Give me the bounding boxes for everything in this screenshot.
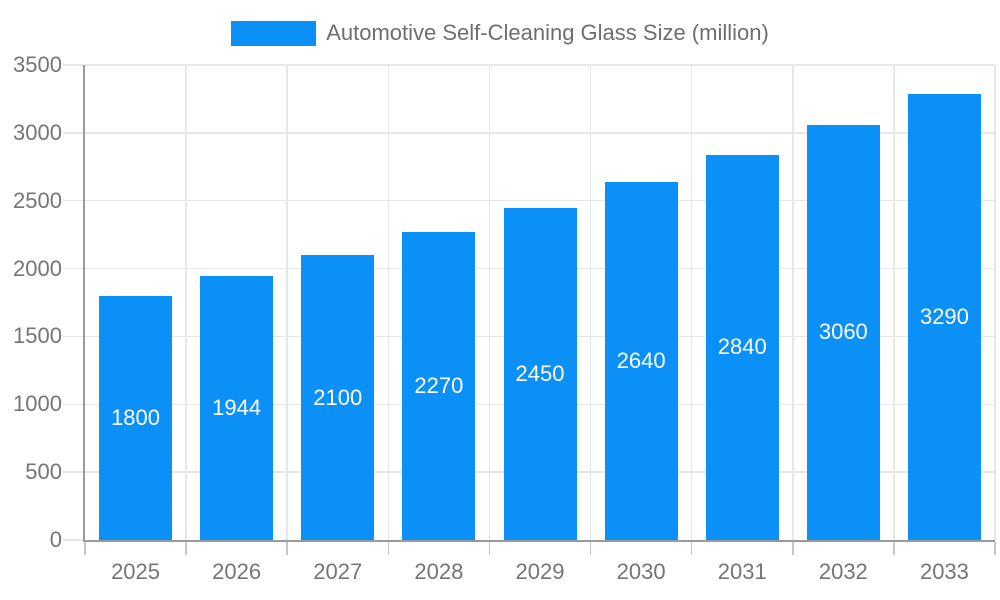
vertical-gridline	[286, 65, 288, 540]
x-axis-tick	[185, 542, 187, 555]
y-tick-label: 0	[49, 527, 62, 552]
x-tick-label: 2031	[717, 559, 767, 584]
x-tick-label: 2029	[515, 559, 565, 584]
x-axis-tick	[994, 542, 996, 555]
bar[interactable]: 3060	[806, 124, 880, 540]
vertical-gridline	[185, 65, 187, 540]
horizontal-gridline	[85, 132, 995, 134]
bar-value-label: 2840	[717, 334, 767, 360]
bar[interactable]: 1944	[200, 276, 274, 540]
y-tick-label: 3500	[13, 52, 62, 77]
x-tick-label: 2033	[919, 559, 969, 584]
x-tick-label: 2027	[313, 559, 363, 584]
horizontal-gridline	[85, 64, 995, 66]
x-axis-line	[83, 540, 995, 542]
x-axis-tick	[589, 542, 592, 555]
bar[interactable]: 1800	[99, 295, 173, 540]
bar[interactable]: 3290	[907, 93, 981, 540]
x-axis-tick	[792, 542, 794, 555]
bar-value-label: 1944	[212, 395, 262, 421]
y-axis-tick	[63, 267, 83, 270]
bar[interactable]: 2270	[402, 231, 476, 540]
y-tick-label: 1500	[13, 323, 62, 349]
vertical-gridline	[994, 65, 996, 540]
x-tick-label: 2026	[212, 559, 262, 584]
bar-value-label: 2450	[515, 360, 565, 386]
vertical-gridline	[589, 65, 592, 540]
vertical-gridline	[690, 65, 693, 540]
legend-label: Automotive Self-Cleaning Glass Size (mil…	[326, 20, 769, 45]
bar-value-label: 1800	[111, 404, 161, 430]
y-tick-label: 2000	[13, 255, 62, 281]
x-axis-tick	[690, 542, 693, 555]
x-tick-label: 2028	[414, 559, 464, 584]
vertical-gridline	[488, 65, 491, 540]
bar[interactable]: 2450	[503, 207, 577, 540]
y-axis-tick	[63, 403, 83, 406]
x-axis-tick	[893, 542, 895, 555]
bar-value-label: 3060	[818, 319, 868, 345]
horizontal-gridline	[85, 199, 995, 202]
bar[interactable]: 2840	[705, 154, 779, 540]
bar[interactable]: 2100	[301, 255, 375, 540]
plot-area: 0 500 1000 1500 2000 2500 3000 3500 1800 2025 1944…	[13, 54, 996, 584]
legend-swatch	[231, 20, 317, 46]
y-axis-line	[83, 65, 85, 542]
y-axis-tick	[63, 335, 83, 338]
y-axis-tick	[63, 132, 83, 134]
chart-legend[interactable]: Automotive Self-Cleaning Glass Size (mil…	[0, 20, 1000, 46]
x-axis-tick	[84, 542, 86, 555]
bar-value-label: 2270	[414, 372, 464, 398]
x-axis-tick	[488, 542, 491, 555]
vertical-gridline	[893, 65, 895, 540]
y-tick-label: 3000	[13, 119, 62, 145]
y-axis-tick	[63, 199, 83, 202]
vertical-gridline	[387, 65, 390, 540]
x-tick-label: 2030	[616, 559, 666, 584]
x-tick-label: 2025	[111, 559, 161, 584]
x-axis-tick	[387, 542, 390, 555]
x-axis-tick	[286, 542, 288, 555]
y-tick-label: 2500	[13, 187, 62, 213]
y-tick-label: 1000	[13, 391, 62, 417]
y-axis-tick	[63, 471, 83, 473]
y-axis-tick	[63, 64, 83, 66]
bar-value-label: 2100	[313, 384, 363, 410]
x-tick-label: 2032	[818, 559, 868, 584]
y-axis-tick	[63, 539, 83, 541]
bar[interactable]: 2640	[604, 181, 678, 540]
vertical-gridline	[792, 65, 794, 540]
bar-value-label: 3290	[919, 303, 969, 329]
y-tick-label: 500	[25, 459, 62, 485]
bar-value-label: 2640	[616, 347, 666, 373]
